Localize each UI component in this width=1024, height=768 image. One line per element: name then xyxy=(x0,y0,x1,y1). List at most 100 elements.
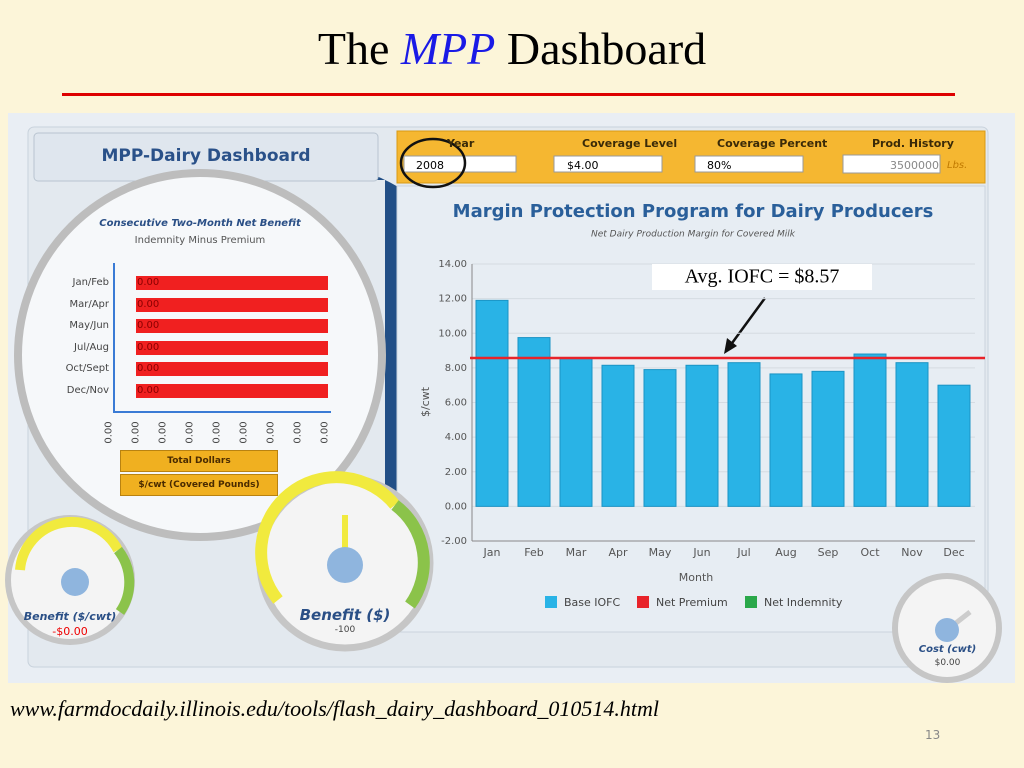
row-bar xyxy=(136,319,328,334)
gauge-band xyxy=(391,500,430,609)
y-tick-label: 4.00 xyxy=(445,432,467,443)
row-bar xyxy=(136,276,328,290)
row-value: 0.00 xyxy=(137,341,160,353)
dropdown[interactable] xyxy=(694,155,804,173)
x-tick-label: Oct xyxy=(860,546,880,559)
axis-line xyxy=(113,411,331,413)
button[interactable]: Total Dollars xyxy=(120,450,278,472)
url: www.farmdocdaily.illinois.edu/tools/flas… xyxy=(10,696,660,721)
control-label: Year xyxy=(447,137,475,150)
control-value: 2008 xyxy=(416,159,444,172)
control-label: Coverage Level xyxy=(582,137,678,150)
bar xyxy=(643,369,677,507)
y-tick-label: 0.00 xyxy=(445,501,467,512)
arrow xyxy=(725,297,767,351)
y-tick-label: 8.00 xyxy=(445,363,467,374)
input-box[interactable] xyxy=(842,154,941,174)
x-tick-label: Feb xyxy=(524,546,543,559)
bar xyxy=(685,364,719,507)
bar xyxy=(895,362,929,507)
gauge-band xyxy=(15,516,123,571)
x-tick-label: Jul xyxy=(736,546,750,559)
y-tick-label: 10.00 xyxy=(438,328,467,339)
legend-swatch xyxy=(745,596,757,608)
row-value: 0.00 xyxy=(137,363,160,375)
control-value: 80% xyxy=(707,159,732,172)
legend-label: Net Premium xyxy=(656,596,728,609)
chart-title: Margin Protection Program for Dairy Prod… xyxy=(453,201,934,222)
bar xyxy=(727,362,761,507)
bar xyxy=(769,373,803,507)
slide-title: The MPP Dashboard xyxy=(0,22,1024,75)
control-label: Coverage Percent xyxy=(717,137,828,150)
dashboard-header: MPP-Dairy Dashboard xyxy=(101,146,311,166)
title-part: Dashboard xyxy=(506,23,707,74)
gauge-value: -$0.00 xyxy=(52,625,88,638)
row-label: Jul/Aug xyxy=(74,341,109,353)
dropdown[interactable] xyxy=(553,155,663,173)
control-value: 3500000 xyxy=(890,159,939,172)
page-number: 13 xyxy=(925,728,941,742)
gauge-hub xyxy=(935,618,959,642)
x-tick-label: Dec xyxy=(943,546,964,559)
row-value: 0.00 xyxy=(137,385,160,396)
x-tick-label: May xyxy=(649,546,672,559)
y-tick-label: -2.00 xyxy=(441,536,467,547)
dropdown[interactable] xyxy=(403,155,517,173)
x-tick-label: Mar xyxy=(566,546,587,559)
legend-label: Base IOFC xyxy=(564,596,621,609)
row-label: Mar/Apr xyxy=(69,298,109,310)
x-tick-label: Jun xyxy=(692,546,710,559)
gauge-label: Benefit ($/cwt) xyxy=(23,610,117,623)
y-tick-label: 12.00 xyxy=(438,294,467,305)
panel-title: Consecutive Two-Month Net Benefit xyxy=(99,218,301,229)
annotation: Avg. IOFC = $8.57 xyxy=(685,266,840,288)
row-value: 0.00 xyxy=(137,298,160,310)
row-value: 0.00 xyxy=(137,277,160,288)
bar xyxy=(601,364,635,507)
highlight-circle xyxy=(399,137,467,189)
bar xyxy=(517,337,551,507)
row-label: Oct/Sept xyxy=(65,363,109,375)
benefit-circle xyxy=(14,169,386,541)
bar xyxy=(811,370,845,507)
x-tick-label: Nov xyxy=(901,546,923,559)
gauge-band xyxy=(113,546,135,615)
control-label: Prod. History xyxy=(872,137,954,150)
row-value: 0.00 xyxy=(137,320,160,332)
title-part: The xyxy=(317,23,390,74)
annotation-bg xyxy=(652,264,872,290)
row-label: Jan/Feb xyxy=(72,277,110,288)
x-axis-label: Month xyxy=(679,571,714,584)
gauge-hub xyxy=(327,547,363,583)
control-unit: Lbs. xyxy=(947,160,968,171)
y-tick-label: 2.00 xyxy=(445,467,467,478)
panel-subtitle: Indemnity Minus Premium xyxy=(134,235,266,246)
gauge-label: Benefit ($) xyxy=(299,606,391,624)
legend-swatch xyxy=(545,596,557,608)
bar xyxy=(853,353,887,507)
row-label: May/Jun xyxy=(69,320,109,332)
x-tick-label: Jan xyxy=(483,546,501,559)
gauge-hub xyxy=(61,568,89,596)
row-bar xyxy=(136,362,328,377)
button[interactable]: $/cwt (Covered Pounds) xyxy=(120,474,278,496)
bar xyxy=(475,299,509,507)
bar xyxy=(559,356,593,507)
row-bar xyxy=(136,384,328,398)
y-tick-label: 6.00 xyxy=(445,398,467,409)
row-bar xyxy=(136,297,328,312)
gauge-band xyxy=(255,471,400,604)
y-axis-label: $/cwt xyxy=(419,386,432,417)
title-part: MPP xyxy=(400,23,496,74)
x-tick-label: Sep xyxy=(818,546,839,559)
row-bar xyxy=(136,340,328,355)
gauge-label: Cost (cwt) xyxy=(918,644,977,655)
bar xyxy=(937,384,971,507)
chart-subtitle: Net Dairy Production Margin for Covered … xyxy=(591,230,796,240)
y-tick-label: 14.00 xyxy=(438,259,467,270)
x-tick-label: Apr xyxy=(608,546,628,559)
gauge-value: -100 xyxy=(334,625,356,635)
